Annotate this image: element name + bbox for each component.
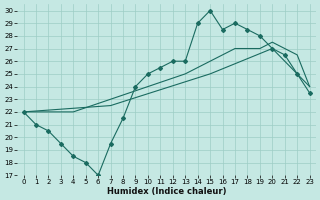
X-axis label: Humidex (Indice chaleur): Humidex (Indice chaleur) <box>107 187 226 196</box>
